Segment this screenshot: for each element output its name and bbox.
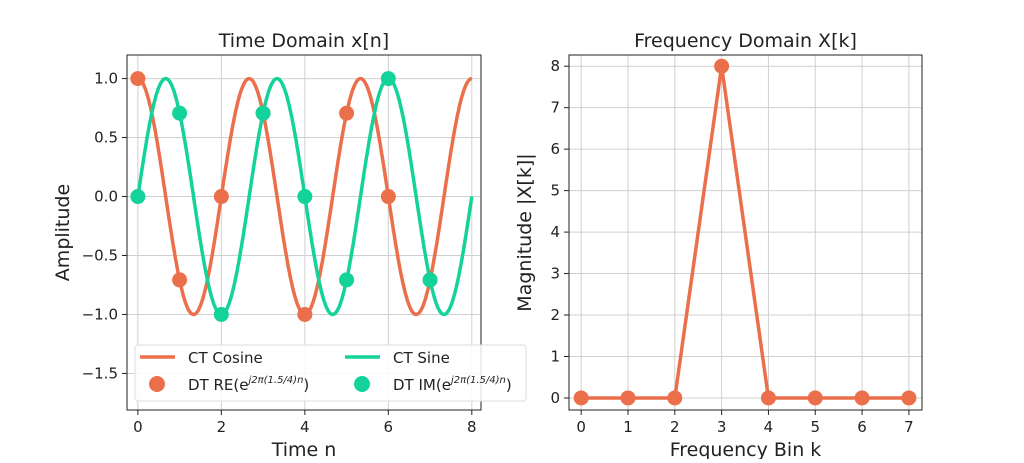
legend-label-main: DT RE(e	[188, 376, 248, 394]
chart-title: Frequency Domain X[k]	[634, 30, 857, 52]
y-tick-label: 2	[550, 306, 560, 324]
legend-label: CT Sine	[393, 349, 450, 367]
data-point	[380, 189, 396, 205]
legend-label-superscript: j2π(1.5/4)n	[246, 375, 303, 386]
legend-label: DT IM(ej2π(1.5/4)n)	[393, 375, 512, 394]
legend-marker-swatch	[149, 376, 165, 392]
x-tick-label: 3	[717, 418, 727, 436]
data-point	[172, 272, 188, 288]
plot-area	[573, 58, 917, 406]
legend-label-end: )	[506, 376, 512, 394]
x-tick-label: 0	[576, 418, 586, 436]
y-tick-label: −1.0	[82, 305, 118, 323]
data-point	[213, 189, 229, 205]
legend-marker-swatch	[354, 376, 370, 392]
legend-label-superscript: j2π(1.5/4)n	[449, 375, 506, 386]
legend-label: CT Cosine	[188, 349, 263, 367]
y-tick-label: 1.0	[94, 70, 118, 88]
data-point	[172, 105, 188, 121]
data-point	[339, 105, 355, 121]
data-point	[901, 390, 917, 406]
legend-label-end: )	[303, 376, 309, 394]
data-point	[620, 390, 636, 406]
data-point	[573, 390, 589, 406]
y-tick-label: 1	[550, 348, 560, 366]
x-tick-label: 4	[764, 418, 774, 436]
x-tick-label: 1	[623, 418, 633, 436]
y-tick-label: −1.5	[82, 364, 118, 382]
x-tick-label: 2	[670, 418, 680, 436]
data-point	[667, 390, 683, 406]
legend-label-main: DT IM(e	[393, 376, 451, 394]
y-tick-label: 5	[550, 182, 560, 200]
data-point	[130, 189, 146, 205]
x-tick-label: 0	[133, 418, 143, 436]
y-axis-label: Magnitude |X[k]|	[514, 153, 536, 311]
y-tick-label: 8	[550, 57, 560, 75]
x-axis-label: Time n	[271, 439, 337, 459]
x-tick-label: 8	[467, 418, 477, 436]
data-point	[854, 390, 870, 406]
subplot-2: 0 1 2 3 4 5 6 7 0 1 2 3 4 5 6 7 8 Frequency Domain X[k] Fr…	[514, 30, 923, 461]
x-tick-label: 4	[300, 418, 310, 436]
y-tick-label: −0.5	[82, 246, 118, 264]
x-tick-label: 6	[384, 418, 394, 436]
y-tick-label: 4	[550, 223, 560, 241]
chart-title: Time Domain x[n]	[218, 30, 389, 52]
data-point	[130, 71, 146, 87]
data-point	[760, 390, 776, 406]
y-tick-label: 7	[550, 99, 560, 117]
x-axis-label: Frequency Bin k	[670, 439, 822, 459]
data-point	[297, 306, 313, 322]
data-point	[213, 306, 229, 322]
y-tick-label: 0	[550, 389, 560, 407]
data-point	[339, 272, 355, 288]
x-tick-label: 6	[857, 418, 867, 436]
data-point	[807, 390, 823, 406]
subplot-1: 0 2 4 6 8 1.0 0.5 0.0 −0.5 −1.0 −1.5 Time Domain x[…	[52, 30, 527, 461]
data-point	[297, 189, 313, 205]
legend-label: DT RE(ej2π(1.5/4)n)	[188, 375, 309, 394]
data-point	[422, 272, 438, 288]
data-point	[255, 105, 271, 121]
plot-area	[130, 71, 474, 322]
y-axis-label: Amplitude	[52, 184, 74, 281]
y-tick-label: 3	[550, 265, 560, 283]
x-tick-label: 7	[904, 418, 914, 436]
y-tick-label: 6	[550, 140, 560, 158]
x-tick-label: 5	[810, 418, 820, 436]
legend-frame	[134, 344, 527, 402]
y-tick-label: 0.0	[94, 188, 118, 206]
axes-frame	[568, 54, 923, 411]
magnitude-line	[581, 65, 909, 400]
x-tick-label: 2	[217, 418, 227, 436]
y-tick-label: 0.5	[94, 129, 118, 147]
data-point	[380, 71, 396, 87]
axes-frame	[126, 54, 482, 411]
data-point	[714, 58, 730, 74]
